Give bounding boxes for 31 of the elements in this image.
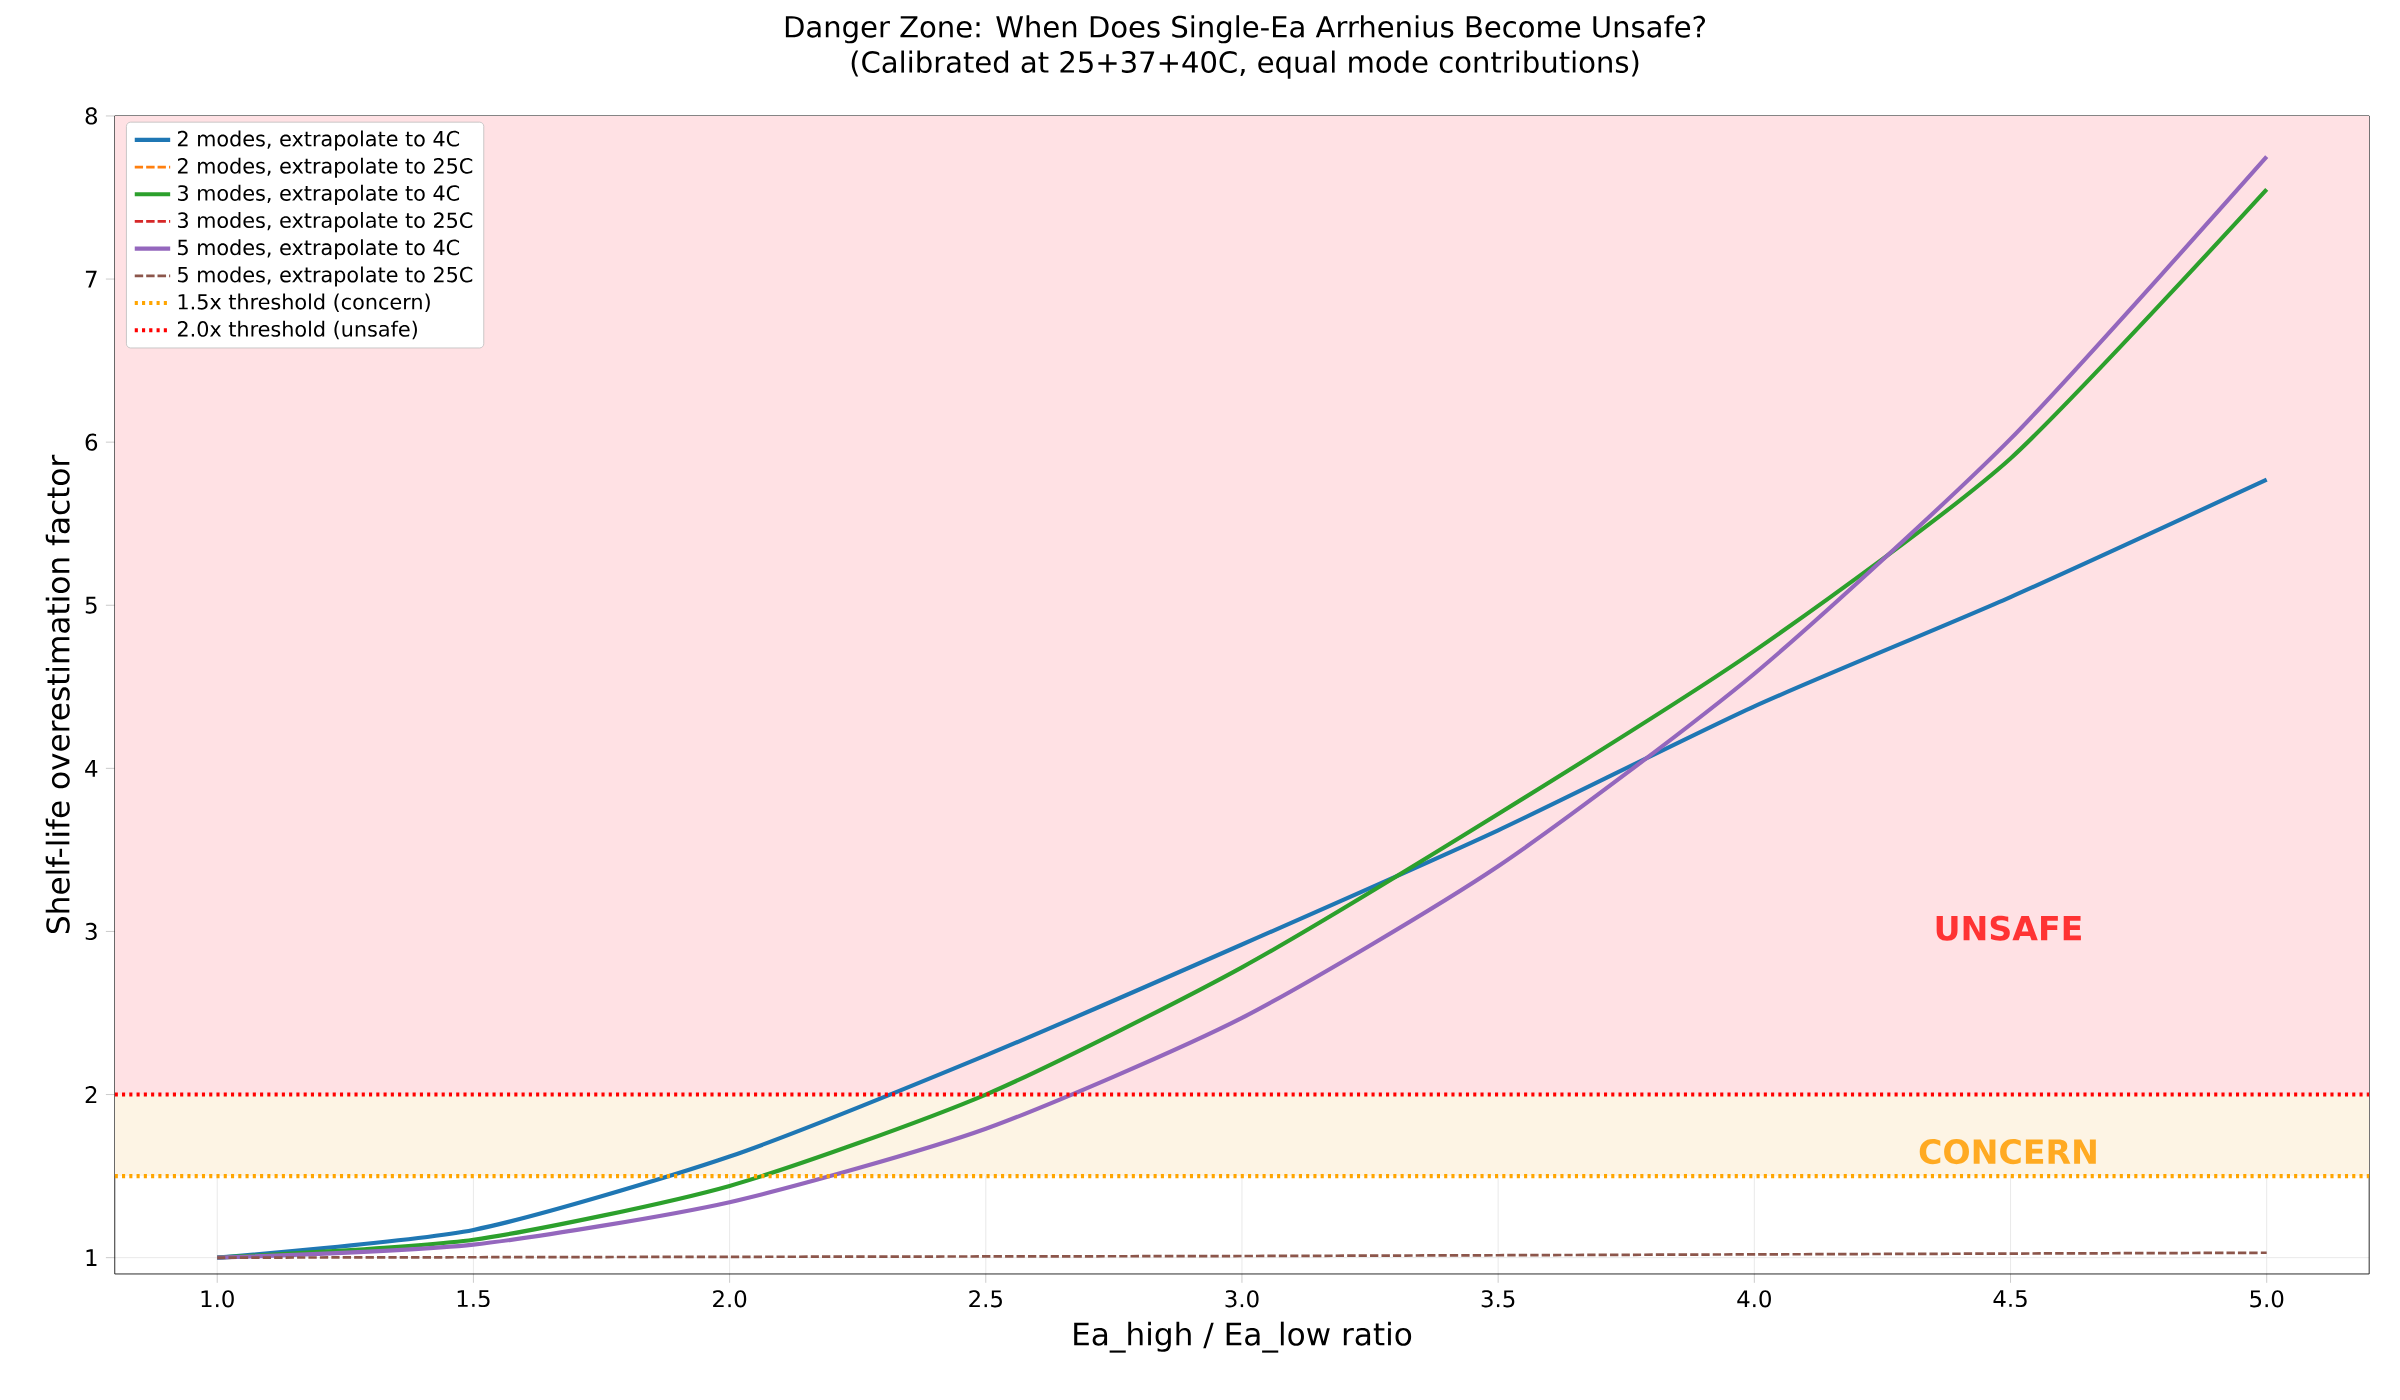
y-tick-label: 3: [85, 922, 97, 941]
y-tick-label: 2: [85, 1086, 97, 1104]
y-axis-title: Shelf-life overestimation factor: [45, 454, 70, 934]
y-tick-label: 4: [85, 760, 98, 777]
x-tick-label: 4.0: [1737, 1290, 1771, 1308]
band-label: UNSAFE: [1936, 915, 2081, 941]
y-tick-label: 1: [86, 1249, 97, 1266]
x-tick-label: 5.0: [2250, 1290, 2284, 1308]
legend-label: 2 modes, extrapolate to 25C: [177, 157, 473, 178]
legend-label: 3 modes, extrapolate to 4C: [178, 184, 460, 205]
x-tick-label: 1.5: [457, 1290, 490, 1308]
x-tick-label: 1.0: [201, 1290, 234, 1308]
legend-label: 2.0x threshold (unsafe): [177, 320, 417, 340]
y-tick-label: 6: [85, 433, 98, 451]
chart-subtitle: (Calibrated at 25+37+40C, equal mode contributions): [851, 50, 1639, 79]
band-label: CONCERN: [1919, 1139, 2096, 1165]
legend-label: 2 modes, extrapolate to 4C: [177, 130, 460, 151]
legend-label: 3 modes, extrapolate to 25C: [178, 212, 473, 233]
y-tick-label: 8: [85, 107, 97, 125]
x-axis-title: Ea_high / Ea_low ratio: [1074, 1321, 1412, 1353]
x-tick-label: 2.5: [969, 1290, 1002, 1308]
legend-label: 1.5x threshold (concern): [178, 293, 430, 313]
x-tick-label: 4.5: [1993, 1290, 2027, 1308]
legend-label: 5 modes, extrapolate to 25C: [178, 266, 473, 287]
x-tick-label: 3.5: [1481, 1290, 1515, 1308]
legend-label: 5 modes, extrapolate to 4C: [178, 239, 460, 260]
x-tick-label: 2.0: [713, 1290, 747, 1308]
y-tick-label: 5: [85, 596, 97, 614]
x-tick-label: 3.0: [1225, 1290, 1259, 1308]
y-tick-label: 7: [85, 270, 97, 288]
chart-title: Danger Zone: When Does Single-Ea Arrhenius Become Unsafe?: [785, 15, 1706, 44]
